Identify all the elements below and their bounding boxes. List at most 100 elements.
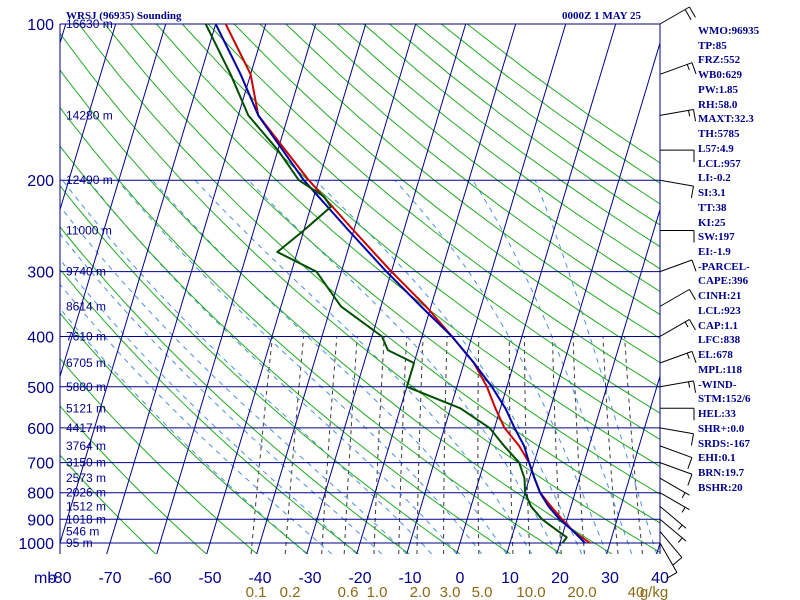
height-label: 2573 m (66, 471, 106, 485)
moist-adiabat (60, 307, 308, 554)
mixing-ratio-label: g/kg (640, 584, 668, 600)
stat-item: CINH:21 (698, 290, 742, 303)
mixing-ratio-label: 5.0 (472, 584, 493, 600)
isotherm (606, 374, 660, 554)
height-label: 5121 m (66, 401, 106, 415)
stat-item: WB0:629 (698, 69, 742, 82)
mixing-ratio-line (343, 336, 358, 554)
moist-adiabat (60, 283, 333, 554)
wind-barb (659, 462, 693, 486)
wind-barb (660, 149, 695, 163)
mixing-ratio-label: 0.2 (280, 584, 301, 600)
temperature-tick-label: 40 (651, 570, 669, 587)
height-label: 4417 m (66, 421, 106, 435)
height-labels: 16630 m 14280 m 12490 m 11000 m 9740 m 8614 m… (66, 17, 113, 550)
height-label: 16630 m (66, 17, 113, 31)
stat-item: EI:-1.9 (698, 246, 731, 259)
stat-item: HEL:33 (698, 408, 736, 421)
dry-adiabat (311, 24, 660, 293)
pressure-tick-label: 200 (27, 173, 54, 190)
moist-adiabat (534, 180, 658, 554)
wind-barb (659, 288, 696, 307)
isotherm (356, 24, 517, 554)
temperature-tick-label: -20 (348, 570, 371, 587)
stat-item: WMO:96935 (698, 25, 760, 37)
dry-adiabat (207, 24, 660, 389)
stat-item: SHR+:0.0 (698, 422, 745, 435)
temperature-tick-label: 0 (456, 570, 465, 587)
mixing-ratio-label: 3.0 (440, 584, 461, 600)
mixing-ratio-line (443, 336, 448, 554)
pressure-tick-label: 400 (27, 330, 54, 347)
height-label: 14280 m (66, 108, 113, 122)
height-label: 6705 m (66, 356, 106, 370)
wind-barb (659, 505, 687, 530)
height-label: 9740 m (66, 265, 106, 279)
moist-adiabat (194, 179, 533, 554)
stat-item: CAPE:396 (698, 275, 749, 288)
temperature-tick-label: -40 (248, 570, 271, 587)
height-label: 3150 m (66, 456, 106, 470)
wind-barb (659, 542, 678, 579)
dry-adiabats (60, 24, 660, 554)
height-label: 12490 m (66, 173, 113, 187)
wind-barb (659, 62, 697, 75)
dry-adiabat (233, 24, 660, 364)
isotherm (256, 24, 417, 554)
stat-item: TP:85 (698, 39, 727, 52)
mixing-ratio-line (373, 336, 385, 554)
wind-barb (659, 350, 697, 364)
temperature-tick-label: 10 (501, 570, 519, 587)
moist-adiabat (394, 179, 608, 554)
wind-barb (659, 319, 696, 337)
dry-adiabat (60, 185, 461, 554)
series-parcel-line (214, 24, 586, 544)
pressure-tick-label: 300 (27, 265, 54, 282)
stat-item: TT:38 (698, 201, 727, 214)
isotherm (60, 24, 67, 45)
stat-item: -PARCEL- (698, 260, 750, 273)
mixing-ratio-labels: 0.1 0.2 0.6 1.0 2.0 3.0 5.0 10.0 20.0 40g/kg (246, 584, 669, 600)
stat-item: PW:1.85 (698, 83, 739, 96)
dry-adiabat (60, 268, 359, 554)
dry-adiabat (181, 24, 660, 414)
stat-item: STM:152/6 (698, 393, 751, 406)
mixing-ratio-line (624, 336, 643, 554)
mixing-ratio-line (572, 336, 585, 554)
wind-barb (659, 531, 683, 566)
stat-item: -WIND- (698, 378, 737, 391)
height-label: 5880 m (66, 380, 106, 394)
stat-item: KI:25 (698, 216, 726, 229)
height-label: 7610 m (66, 330, 106, 344)
wind-barb (659, 6, 696, 25)
isotherm (206, 24, 367, 554)
dry-adiabat (60, 312, 309, 554)
isotherm (106, 24, 267, 554)
height-label: 8614 m (66, 299, 106, 313)
wind-barb (660, 407, 695, 421)
isotherm (556, 207, 660, 554)
pressure-tick-label: 1000 (18, 536, 54, 553)
dry-adiabat (60, 226, 410, 554)
sounding-profiles (204, 24, 591, 544)
mixing-ratio-label: 40 (628, 584, 645, 600)
dry-adiabat (156, 24, 660, 441)
isotherm (306, 24, 467, 554)
moist-adiabat (472, 179, 633, 554)
stat-item: LI:-0.2 (698, 172, 731, 185)
mixing-ratio-line (552, 336, 562, 554)
height-label: 3764 m (66, 439, 106, 453)
isotherm (506, 41, 660, 554)
stat-item: LFC:838 (698, 334, 741, 347)
wind-barb (659, 380, 697, 393)
mixing-ratio-label: 0.1 (246, 584, 267, 600)
pressure-tick-label: 900 (27, 512, 54, 529)
mixing-ratio-line (602, 336, 619, 554)
temperature-tick-label: 30 (601, 570, 619, 587)
stat-item: SW:197 (698, 231, 735, 244)
chart-title: WRSJ (96935) Sounding (66, 10, 182, 22)
wind-barb (659, 492, 690, 513)
temperature-tick-label: -80 (48, 570, 71, 587)
dry-adiabat (60, 69, 613, 554)
